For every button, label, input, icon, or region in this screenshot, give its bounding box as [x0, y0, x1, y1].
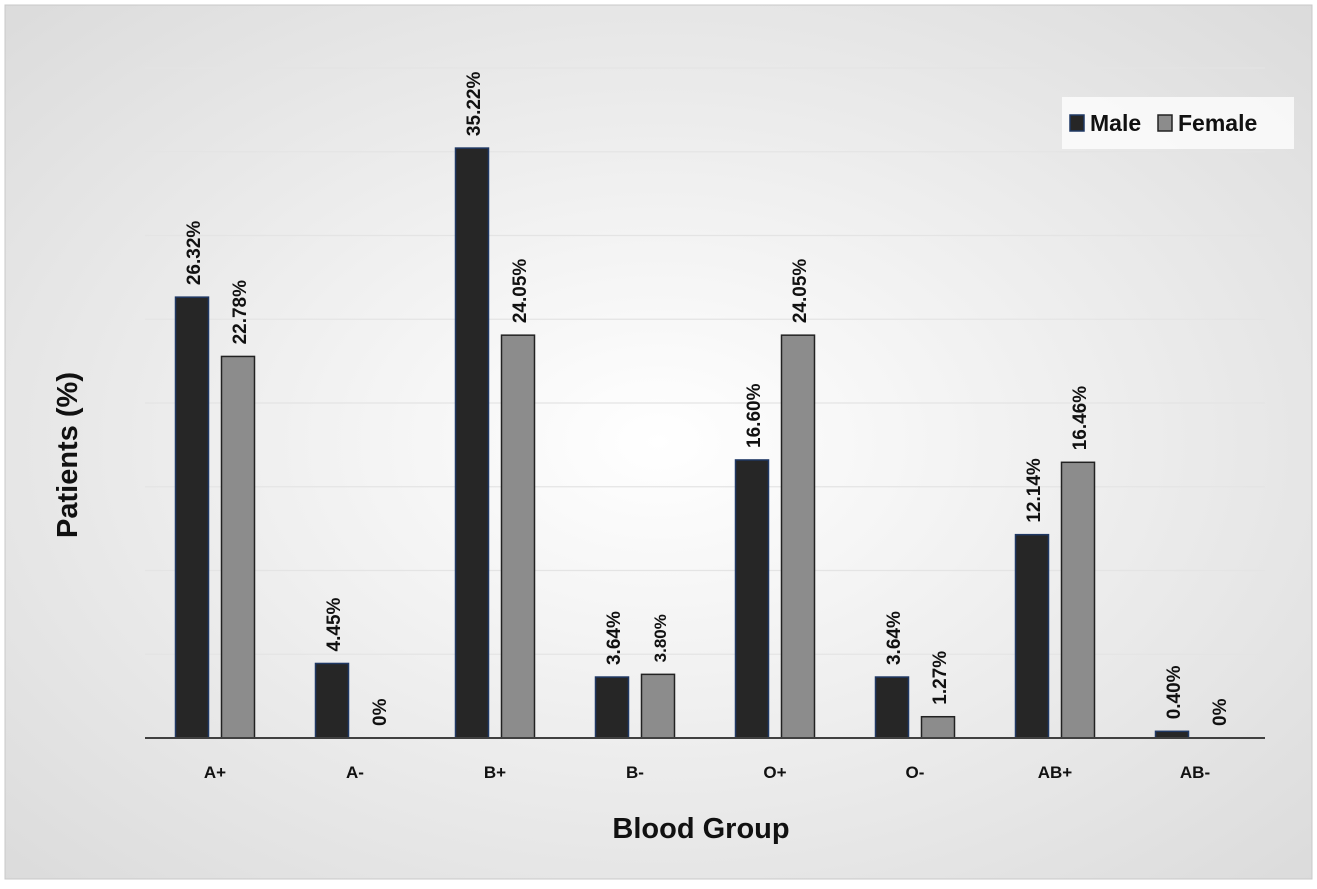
bar-male	[594, 676, 630, 739]
bar-male	[1014, 533, 1050, 739]
x-tick-label: O-	[906, 763, 925, 782]
x-axis-title: Blood Group	[612, 813, 789, 845]
legend-swatch-male	[1069, 114, 1085, 132]
bar-male	[874, 676, 910, 739]
data-label-female: 16.46%	[1070, 386, 1091, 451]
data-label-male: 3.64%	[604, 611, 625, 665]
x-tick-label: A+	[204, 763, 226, 782]
bar-female	[500, 334, 536, 739]
bar-male	[1154, 730, 1190, 739]
bar-female	[220, 355, 256, 739]
bar-female	[780, 334, 816, 739]
bar-male	[454, 147, 490, 739]
data-label-female: 24.05%	[510, 259, 531, 324]
data-label-male: 35.22%	[464, 72, 485, 137]
data-label-female: 22.78%	[230, 280, 251, 345]
data-label-female: 3.80%	[651, 614, 670, 662]
data-label-male: 3.64%	[884, 611, 905, 665]
legend-label-female: Female	[1178, 110, 1257, 136]
legend-background	[1062, 97, 1294, 149]
legend: Male Female	[1062, 97, 1294, 149]
x-tick-label: AB+	[1038, 763, 1073, 782]
data-label-male: 26.32%	[184, 221, 205, 286]
x-tick-label: O+	[763, 763, 786, 782]
x-tick-label: AB-	[1180, 763, 1210, 782]
data-label-female: 1.27%	[930, 651, 951, 705]
data-label-male: 0.40%	[1164, 665, 1185, 719]
bar-female	[640, 673, 676, 739]
x-tick-label: B-	[626, 763, 644, 782]
bar-female	[920, 715, 956, 739]
legend-swatch-female	[1157, 114, 1173, 132]
bar-male	[314, 662, 350, 739]
x-tick-label: A-	[346, 763, 364, 782]
legend-label-male: Male	[1090, 110, 1141, 136]
bar-male	[174, 296, 210, 739]
data-label-male: 16.60%	[744, 383, 765, 448]
bar-male	[734, 459, 770, 739]
data-label-female: 0%	[370, 698, 391, 726]
x-tick-label: B+	[484, 763, 506, 782]
data-label-male: 4.45%	[324, 597, 345, 651]
y-axis-title: Patients (%)	[52, 372, 84, 538]
data-label-male: 12.14%	[1024, 458, 1045, 523]
bars	[174, 147, 1190, 739]
bar-female	[1060, 461, 1096, 739]
x-tick-labels: A+ A- B+ B- O+ O- AB+ AB-	[204, 763, 1210, 782]
data-label-female: 24.05%	[790, 259, 811, 324]
data-label-female: 0%	[1210, 698, 1231, 726]
data-labels: 26.32% 22.78% 4.45% 0% 35.22% 24.05% 3.64% 3.80…	[184, 72, 1231, 726]
